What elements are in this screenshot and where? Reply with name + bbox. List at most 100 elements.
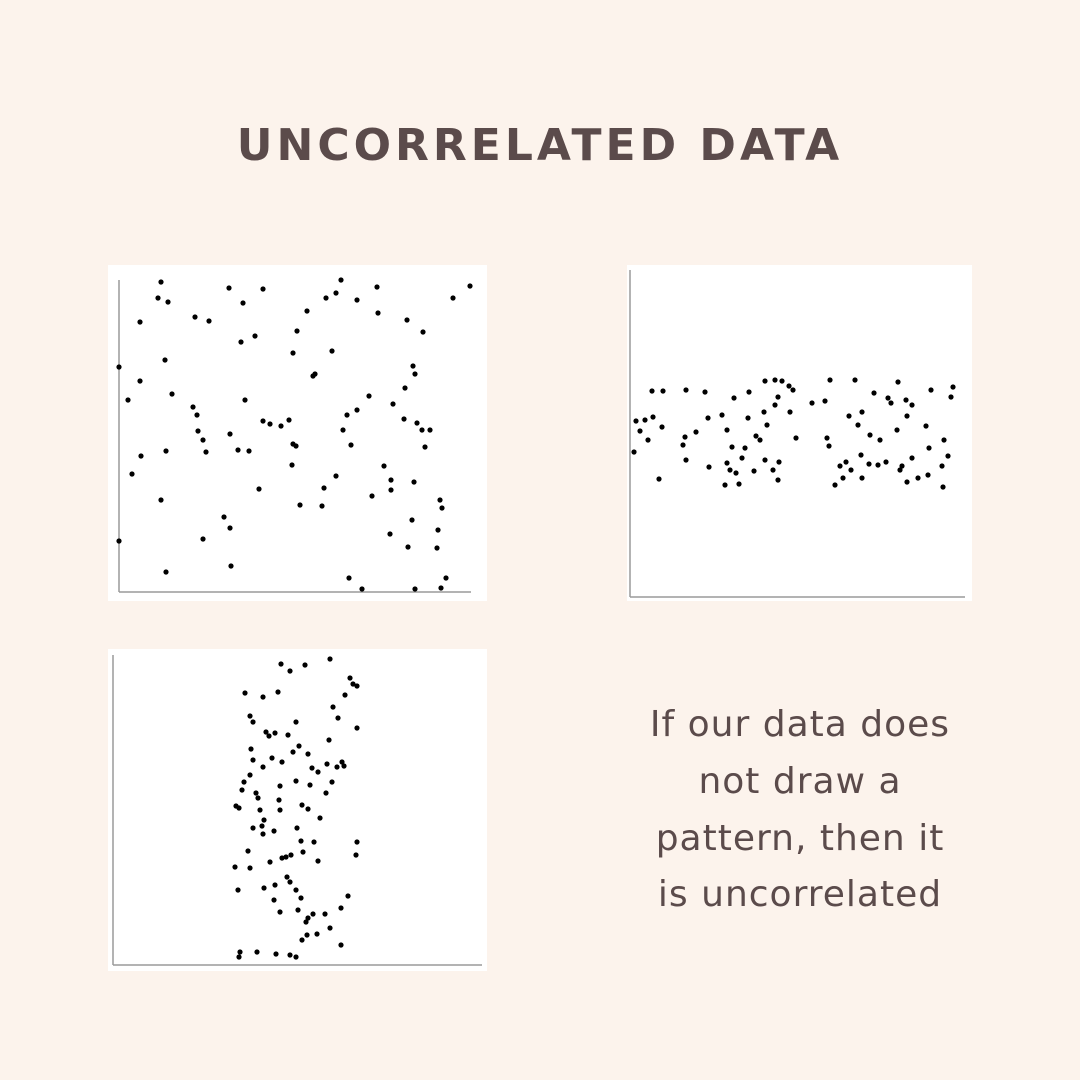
caption: If our data does not draw a pattern, the… (650, 704, 949, 915)
point (366, 393, 372, 399)
point (895, 379, 901, 385)
point (323, 790, 329, 796)
point (467, 283, 473, 289)
point (757, 437, 763, 443)
point (137, 378, 143, 384)
point (858, 452, 864, 458)
point (941, 437, 947, 443)
point (405, 544, 411, 550)
point (277, 909, 283, 915)
point (693, 429, 699, 435)
point (327, 656, 333, 662)
point (450, 295, 456, 301)
chart-panel (108, 265, 487, 601)
point (422, 444, 428, 450)
point (762, 378, 768, 384)
point (294, 328, 300, 334)
point (419, 427, 425, 433)
point (192, 314, 198, 320)
point (137, 319, 143, 325)
point (939, 463, 945, 469)
point (390, 401, 396, 407)
point (342, 692, 348, 698)
point (261, 885, 267, 891)
point (877, 437, 883, 443)
point (267, 859, 273, 865)
point (339, 759, 345, 765)
point (272, 882, 278, 888)
point (420, 329, 426, 335)
point (267, 421, 273, 427)
point (649, 388, 655, 394)
point (279, 759, 285, 765)
point (904, 413, 910, 419)
point (827, 377, 833, 383)
point (832, 482, 838, 488)
point (772, 377, 778, 383)
point (232, 864, 238, 870)
point (250, 825, 256, 831)
point (739, 455, 745, 461)
point (304, 932, 310, 938)
point (203, 449, 209, 455)
point (826, 443, 832, 449)
point (330, 704, 336, 710)
point (883, 459, 889, 465)
point (705, 415, 711, 421)
point (682, 434, 688, 440)
point (304, 308, 310, 314)
point (261, 817, 267, 823)
point (354, 839, 360, 845)
point (284, 874, 290, 880)
point (434, 545, 440, 551)
point (237, 949, 243, 955)
point (259, 823, 265, 829)
point (162, 357, 168, 363)
point (751, 468, 757, 474)
point (253, 790, 259, 796)
point (221, 514, 227, 520)
point (247, 865, 253, 871)
point (354, 683, 360, 689)
point (909, 455, 915, 461)
point (298, 895, 304, 901)
point (250, 719, 256, 725)
point (317, 815, 323, 821)
point (779, 378, 785, 384)
point (271, 897, 277, 903)
point (254, 949, 260, 955)
point (375, 310, 381, 316)
point (260, 694, 266, 700)
point (742, 445, 748, 451)
point (402, 385, 408, 391)
point (200, 437, 206, 443)
point (288, 852, 294, 858)
point (438, 585, 444, 591)
point (287, 952, 293, 958)
point (241, 779, 247, 785)
point (200, 536, 206, 542)
point (326, 737, 332, 743)
point (915, 475, 921, 481)
point (341, 763, 347, 769)
point (305, 915, 311, 921)
point (344, 412, 350, 418)
point (940, 484, 946, 490)
point (948, 394, 954, 400)
point (314, 931, 320, 937)
point (348, 442, 354, 448)
point (227, 525, 233, 531)
point (659, 424, 665, 430)
point (719, 412, 725, 418)
point (350, 681, 356, 687)
point (753, 433, 759, 439)
point (809, 400, 815, 406)
point (297, 502, 303, 508)
point (722, 482, 728, 488)
point (227, 431, 233, 437)
point (283, 854, 289, 860)
point (354, 407, 360, 413)
point (899, 463, 905, 469)
point (923, 423, 929, 429)
